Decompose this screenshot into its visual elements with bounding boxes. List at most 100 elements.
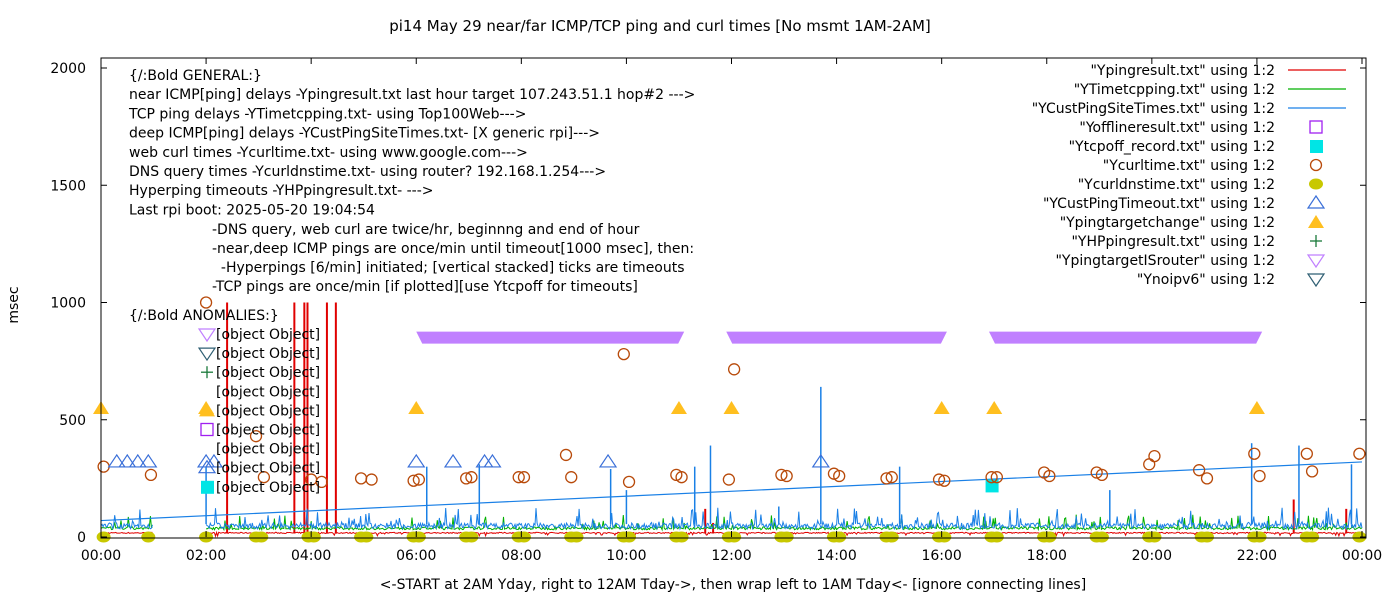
series-ycurltime-txt-point-shape xyxy=(1353,447,1366,460)
series-ycurldnstime-txt-point xyxy=(569,531,584,543)
series-ycurldnstime-txt-point xyxy=(989,531,1004,543)
series-ycurltime-txt-point xyxy=(833,469,846,483)
legend-label: "Ypingtargetchange" using 1:2 xyxy=(1060,215,1275,231)
y-tick-label: 500 xyxy=(59,413,86,429)
x-tick-label: 18:00 xyxy=(1027,548,1067,564)
series-ycustpingtimeout-txt-point xyxy=(443,453,463,468)
series-ycurldnstime-txt-point-shape xyxy=(622,531,637,543)
anomaly-item: [object Object] xyxy=(216,365,320,381)
series-ycurltime-txt-point-shape xyxy=(354,472,368,485)
series-ycustpingsitetimes-txt-trend xyxy=(100,461,1363,522)
anomaly-marker xyxy=(201,366,213,379)
series-ycurltime-txt-point xyxy=(1148,449,1161,463)
series-ycurltime-txt-point xyxy=(990,471,1003,484)
anomaly-marker-shape xyxy=(197,459,217,474)
series-ycurldnstime-txt-point xyxy=(832,531,847,543)
series-ycurltime-txt-point-shape xyxy=(932,473,946,486)
legend-swatch xyxy=(1310,235,1322,247)
y-tick-label: 1000 xyxy=(50,296,86,312)
x-tick-label: 10:00 xyxy=(606,548,646,564)
series-ypingtargetchange-point-shape xyxy=(408,401,425,415)
series-ypingtargetchange-point xyxy=(670,401,687,415)
series-ycurltime-txt-point-shape xyxy=(617,347,630,361)
series-ycurltime-txt-point-shape xyxy=(315,475,328,489)
x-tick-label: 20:00 xyxy=(1132,548,1172,564)
x-tick-label: 00:00 xyxy=(81,548,121,564)
legend-swatch-shape xyxy=(1309,120,1323,134)
x-tick-label: 12:00 xyxy=(711,548,751,564)
series-ycurldnstime-txt-point xyxy=(359,531,374,543)
series-ycurltime-txt-point-shape xyxy=(880,472,893,485)
series-ypingtargetisrouter-band xyxy=(726,331,947,344)
legend-swatch-shape xyxy=(1306,194,1326,209)
anomaly-marker xyxy=(197,459,217,474)
series-ycurldnstime-txt-point xyxy=(884,531,899,543)
series-ycurldnstime-txt-point xyxy=(464,531,479,543)
series-ycustpingtimeout-txt-point-shape xyxy=(811,453,830,468)
x-tick-label: 22:00 xyxy=(1237,548,1277,564)
series-ycurltime-txt-point xyxy=(559,448,573,462)
anomaly-item: [object Object] xyxy=(216,480,320,496)
anomaly-item: [object Object] xyxy=(216,346,320,362)
legend-label: "YCustPingTimeout.txt" using 1:2 xyxy=(1043,196,1275,212)
series-ycurltime-txt xyxy=(97,296,1366,489)
series-ycurltime-txt-point xyxy=(144,468,158,482)
legend-label: "YHPpingresult.txt" using 1:2 xyxy=(1071,234,1275,250)
legend-label: "YTimetcpping.txt" using 1:2 xyxy=(1074,82,1275,98)
series-ycurltime-txt-point-shape xyxy=(985,471,998,484)
series-ycurltime-txt-point-shape xyxy=(412,473,426,486)
anomaly-item: [object Object] xyxy=(216,403,320,419)
series-ycurltime-txt-point xyxy=(722,473,736,486)
legend-label: "Ytcpoff_record.txt" using 1:2 xyxy=(1069,139,1275,155)
series-ycurltime-txt-point-shape xyxy=(675,471,688,484)
series-ycurldnstime-txt-point-shape xyxy=(569,531,584,543)
y-tick-label: 1500 xyxy=(50,178,86,194)
series-ycustpingtimeout-txt-point-shape xyxy=(196,453,216,468)
series-ypingtargetchange-point-shape xyxy=(986,401,1003,415)
x-tick-label: 00:00 xyxy=(1342,548,1382,564)
series-ypingtargetisrouter xyxy=(416,331,1263,344)
series-ycurltime-txt-point-shape xyxy=(1253,469,1266,483)
series-ycurldnstime-txt-point xyxy=(1352,531,1367,543)
legend-swatch xyxy=(1306,194,1326,209)
anomaly-item: [object Object] xyxy=(216,423,320,439)
series-ypingtargetchange-point xyxy=(933,401,950,415)
legend-label: "Yofflineresult.txt" using 1:2 xyxy=(1079,120,1275,136)
legend-swatch xyxy=(1309,120,1323,134)
series-ycurldnstime-txt-point-shape xyxy=(141,531,156,543)
usage-note: -near,deep ICMP pings are once/min until… xyxy=(212,241,694,257)
series-ytimetcpping-txt-line xyxy=(100,515,153,531)
series-ycurldnstime-txt-point xyxy=(411,531,426,543)
legend-swatch-shape xyxy=(1309,158,1323,172)
series-ycurltime-txt-point-shape xyxy=(565,471,578,484)
series-ycurltime-txt-point-shape xyxy=(722,473,736,486)
series-ypingtargetchange xyxy=(93,401,1265,415)
anomaly-marker-shape xyxy=(197,328,217,343)
general-note: TCP ping delays -YTimetcpping.txt- using… xyxy=(128,106,526,122)
legend-label: "YCustPingSiteTimes.txt" using 1:2 xyxy=(1032,101,1275,117)
series-ycurltime-txt-point xyxy=(727,363,741,376)
usage-note: -DNS query, web curl are twice/hr, begin… xyxy=(212,222,640,238)
series-ycurltime-txt-point-shape xyxy=(249,430,263,443)
annotations: {/:Bold GENERAL:} near ICMP[ping] delays … xyxy=(128,68,695,496)
series-ycurltime-txt-point-shape xyxy=(144,468,158,482)
axes: 0 500 1000 1500 2000 00:00 02:00 04:00 06:00 08:0… xyxy=(50,58,1382,564)
series-ycurltime-txt-point xyxy=(1248,447,1261,460)
series-ypingtargetchange-point xyxy=(1248,401,1265,415)
series-ycurldnstime-txt-point-shape xyxy=(1252,531,1267,543)
series-ypingresult-txt-line xyxy=(100,531,153,537)
series-ypingtargetchange-point xyxy=(986,401,1003,415)
series-ycurldnstime-txt-point-shape xyxy=(1147,531,1162,543)
series-ycurldnstime-txt-point-shape xyxy=(989,531,1004,543)
anomaly-marker xyxy=(201,480,214,494)
legend-swatch xyxy=(1308,215,1324,228)
legend-swatch-shape xyxy=(1308,215,1324,228)
series-ycurltime-txt-point xyxy=(1200,472,1214,485)
series-ycurldnstime-txt-point xyxy=(622,531,637,543)
anomalies-header: {/:Bold ANOMALIES:} xyxy=(129,308,279,324)
legend-label: "Ycurltime.txt" using 1:2 xyxy=(1103,158,1275,174)
general-note: web curl times -Ycurltime.txt- using www… xyxy=(129,145,528,161)
anomaly-marker-shape xyxy=(201,480,214,494)
series-ycurldnstime-txt-point-shape xyxy=(1200,531,1215,543)
series-ycurltime-txt-point xyxy=(675,471,688,484)
